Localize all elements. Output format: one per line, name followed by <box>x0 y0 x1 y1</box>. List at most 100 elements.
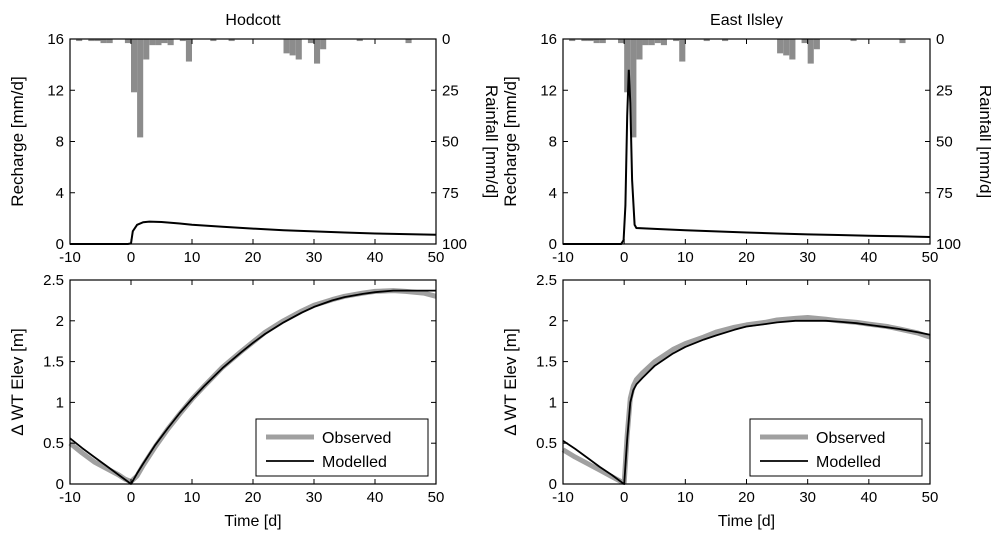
rainfall-bar <box>630 39 637 138</box>
y2-tick-label: 100 <box>442 236 467 253</box>
x-tick-label: 10 <box>184 249 201 266</box>
rainfall-bar <box>660 39 667 46</box>
rainfall-bar <box>581 39 588 42</box>
y2-tick-label: 75 <box>936 185 953 202</box>
y-tick-label: 4 <box>549 185 557 202</box>
x-tick-label: -10 <box>552 489 574 506</box>
rainfall-bar <box>289 39 296 56</box>
y2-tick-label: 0 <box>936 31 944 48</box>
rainfall-bar <box>100 39 107 44</box>
x-tick-label: 0 <box>620 489 628 506</box>
y2-tick-label: 25 <box>936 82 953 99</box>
x-tick-label: 30 <box>799 249 816 266</box>
y-tick-label: 12 <box>540 82 557 99</box>
rainfall-bar <box>850 39 857 42</box>
y2-axis-label: Rainfall [mm/d] <box>976 85 991 198</box>
y-axis-label: Δ WT Elev [m] <box>8 328 27 435</box>
rainfall-bar <box>722 39 729 42</box>
x-tick-label: 0 <box>127 489 135 506</box>
chart-title: East Ilsley <box>710 12 783 29</box>
rainfall-bar <box>673 39 680 42</box>
modelled-line <box>69 289 436 485</box>
x-tick-label: 30 <box>306 249 323 266</box>
rainfall-bar <box>618 39 625 44</box>
rainfall-bar <box>801 39 808 44</box>
y-tick-label: 1.5 <box>43 354 64 371</box>
rainfall-bar <box>789 39 796 60</box>
rainfall-bar <box>587 39 594 42</box>
legend-label: Modelled <box>816 454 881 471</box>
y-axis-label: Δ WT Elev [m] <box>501 328 520 435</box>
rainfall-bar <box>210 39 217 42</box>
x-tick-label: -10 <box>59 489 81 506</box>
y-tick-label: 2 <box>549 313 557 330</box>
y2-tick-label: 0 <box>442 31 450 48</box>
y-tick-label: 8 <box>549 134 557 151</box>
x-tick-label: 20 <box>738 249 755 266</box>
rainfall-bar <box>593 39 600 44</box>
y-tick-label: 0 <box>56 236 64 253</box>
x-tick-label: 40 <box>367 489 384 506</box>
x-axis-label: Time [d] <box>718 513 775 530</box>
x-tick-label: 20 <box>245 249 262 266</box>
x-tick-label: 10 <box>184 489 201 506</box>
modelled-line <box>562 319 931 485</box>
x-tick-label: 50 <box>922 249 939 266</box>
rainfall-bar <box>295 39 302 60</box>
rainfall-bar <box>320 39 327 50</box>
y2-tick-label: 100 <box>936 236 961 253</box>
rainfall-bar <box>783 39 790 56</box>
rainfall-bar <box>179 39 186 42</box>
x-tick-label: 40 <box>860 489 877 506</box>
recharge-line <box>70 220 437 245</box>
rainfall-bar <box>283 39 290 54</box>
x-tick-label: 30 <box>799 489 816 506</box>
y-axis-label: Recharge [mm/d] <box>501 76 520 206</box>
y-tick-label: 1 <box>56 394 64 411</box>
rainfall-bar <box>307 39 314 44</box>
rainfall-bar <box>648 39 655 46</box>
rainfall-bar <box>899 39 906 44</box>
y-axis-label: Recharge [mm/d] <box>8 76 27 206</box>
legend-label: Observed <box>816 430 885 447</box>
x-tick-label: 40 <box>367 249 384 266</box>
rainfall-bar <box>679 39 686 62</box>
y2-tick-label: 25 <box>442 82 459 99</box>
rainfall-bar <box>167 39 174 46</box>
y-tick-label: 2.5 <box>536 272 557 289</box>
y-tick-label: 0.5 <box>536 435 557 452</box>
x-tick-label: 30 <box>306 489 323 506</box>
y-tick-label: 0 <box>549 476 557 493</box>
x-axis-label: Time [d] <box>224 513 281 530</box>
y-tick-label: 8 <box>56 134 64 151</box>
rainfall-bar <box>599 39 606 44</box>
rainfall-bar <box>131 39 138 93</box>
rainfall-bar <box>155 39 162 46</box>
recharge-line <box>563 69 931 245</box>
y-tick-label: 1.5 <box>536 354 557 371</box>
rainfall-bar <box>94 39 101 42</box>
chart-title: Hodcott <box>225 12 281 29</box>
x-tick-label: 50 <box>428 249 445 266</box>
legend-box <box>255 418 429 477</box>
x-tick-label: 0 <box>620 249 628 266</box>
rainfall-bar <box>703 39 710 42</box>
rainfall-bar <box>88 39 95 42</box>
y-tick-label: 16 <box>540 31 557 48</box>
rainfall-bar <box>777 39 784 54</box>
rainfall-bar <box>228 39 235 42</box>
y2-axis-label: Rainfall [mm/d] <box>482 85 501 198</box>
x-tick-label: -10 <box>59 249 81 266</box>
rainfall-bar <box>642 39 649 46</box>
y2-tick-label: 75 <box>442 185 459 202</box>
y2-tick-label: 50 <box>442 134 459 151</box>
legend-label: Modelled <box>322 454 387 471</box>
y2-tick-label: 50 <box>936 134 953 151</box>
rainfall-bar <box>813 39 820 50</box>
rainfall-bar <box>137 39 144 138</box>
y-tick-label: 1 <box>549 394 557 411</box>
legend-box <box>749 418 923 477</box>
